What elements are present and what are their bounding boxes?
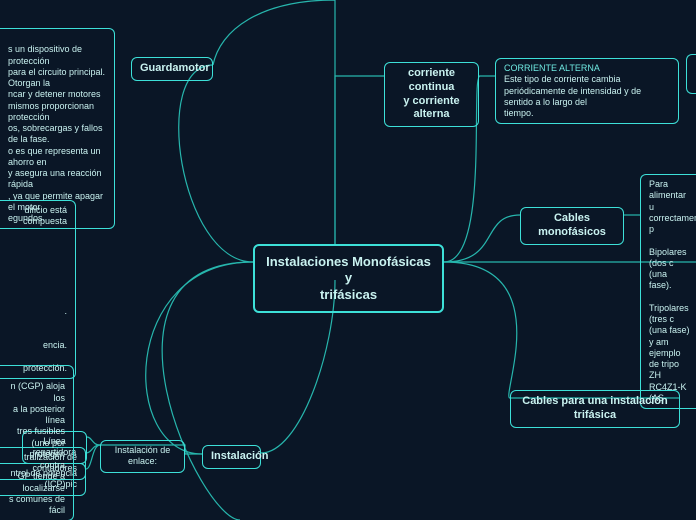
mono-d5: (una fase).: [649, 269, 672, 290]
ca-body: Este tipo de corriente cambia periódicam…: [504, 74, 641, 107]
mono-d7: Tripolares (tres c: [649, 303, 689, 324]
node-cables-monofasicos[interactable]: Cables monofásicos: [520, 207, 624, 245]
mono-d1: Para alimentar u: [649, 179, 686, 212]
enlace-label: Instalación de enlace:: [115, 445, 171, 466]
edif-l1: dificio está compuesta: [23, 205, 67, 226]
guardamotor-label: Guardamotor: [140, 62, 210, 74]
node-cgp-desc: n (CGP) aloja los a la posterior línea t…: [0, 365, 74, 520]
node-corriente[interactable]: corriente continua y corriente alterna: [384, 62, 479, 127]
node-guardamotor[interactable]: Guardamotor: [131, 57, 213, 81]
guardamotor-desc-text: s un dispositivo de protección para el c…: [8, 44, 105, 223]
cgp-desc-text: n (CGP) aloja los a la posterior línea t…: [9, 381, 65, 515]
node-mono-desc: Para alimentar u correctamente p Bipolar…: [640, 174, 696, 409]
node-right-partial: [686, 54, 696, 94]
mono-d4: Bipolares (dos c: [649, 247, 687, 268]
mindmap-canvas: { "colors":{ "bg":"#0a1626", "node_borde…: [0, 0, 696, 520]
node-corriente-alterna-box: CORRIENTE ALTERNA Este tipo de corriente…: [495, 58, 679, 124]
trif-label: Cables para una instalación trifásica: [522, 395, 668, 421]
center-line2: trifásicas: [320, 287, 377, 302]
instal-label: Instalación: [211, 450, 268, 462]
mono-d2: correctamente p: [649, 213, 696, 234]
corriente-l1: corriente continua: [408, 67, 455, 93]
node-cables-trifasica[interactable]: Cables para una instalación trifásica: [510, 390, 680, 428]
ca-body2: tiempo.: [504, 108, 534, 118]
edif-l12: encia.: [43, 340, 67, 350]
mono-d8: (una fase) y am: [649, 325, 690, 346]
node-instalacion-enlace[interactable]: Instalación de enlace:: [100, 440, 185, 473]
corriente-l2: y corriente alterna: [403, 95, 459, 121]
center-node[interactable]: Instalaciones Monofásicas y trifásicas: [253, 244, 444, 313]
edif-l14: protección.: [23, 363, 67, 373]
node-edificio-desc: dificio está compuesta . encia. protecci…: [0, 200, 76, 379]
edif-l10: .: [64, 306, 67, 316]
mono-label: Cables monofásicos: [538, 212, 606, 238]
node-instalacion[interactable]: Instalación: [202, 445, 261, 469]
center-line1: Instalaciones Monofásicas y: [266, 254, 431, 285]
mono-d9: ejemplo de tripo: [649, 348, 681, 369]
ca-title: CORRIENTE ALTERNA: [504, 63, 600, 73]
